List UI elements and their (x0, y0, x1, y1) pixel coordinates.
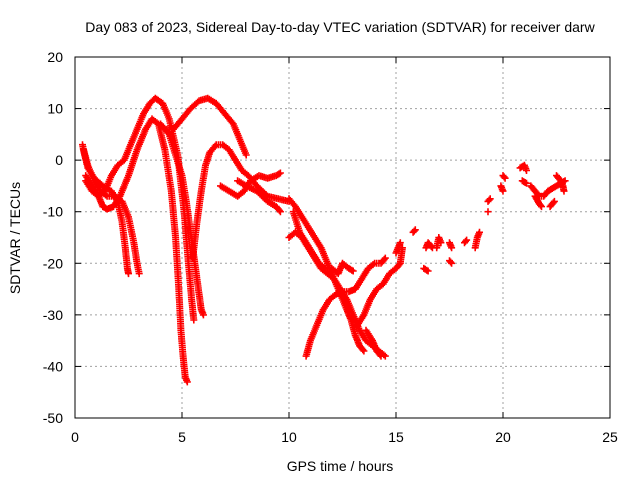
series-arc-3 (82, 115, 191, 386)
plus-markers (392, 239, 404, 257)
series-arc-33 (546, 197, 558, 211)
plus-markers (234, 177, 284, 216)
plus-markers (302, 254, 389, 360)
series-arc-28 (499, 172, 509, 182)
series-arc-13 (302, 254, 389, 360)
series-arc-9 (234, 177, 284, 216)
series-arc-32 (531, 192, 545, 211)
series-arc-20 (433, 234, 445, 252)
plus-markers (362, 326, 385, 360)
y-tick-label: -10 (43, 204, 63, 220)
plus-markers (433, 234, 445, 252)
series-arc-24 (471, 228, 483, 252)
plus-markers (189, 141, 293, 262)
series-arc-21 (446, 239, 456, 252)
series-arc-16 (392, 239, 404, 257)
plus-markers (422, 239, 436, 252)
plot-frame (74, 56, 611, 419)
data-points (79, 94, 569, 386)
y-tick-label: -50 (43, 410, 63, 426)
series-arc-15 (362, 326, 385, 360)
x-tick-label: 20 (495, 429, 511, 445)
plus-markers (409, 226, 419, 236)
plus-markers (553, 172, 568, 195)
plus-markers (446, 239, 456, 252)
series-arc-7 (189, 141, 293, 262)
plus-markers (461, 236, 471, 247)
plus-markers (497, 182, 507, 195)
series-arc-6 (161, 94, 250, 159)
plus-markers (546, 197, 558, 211)
plus-markers (420, 264, 432, 275)
series-arc-25 (484, 195, 494, 205)
y-tick-label: -40 (43, 358, 63, 374)
series-arc-27 (497, 182, 507, 195)
gridlines (75, 57, 610, 418)
series-arc-34 (553, 172, 568, 195)
y-tick-label: -20 (43, 255, 63, 271)
chart-title: Day 083 of 2023, Sidereal Day-to-day VTE… (85, 19, 595, 35)
x-tick-label: 0 (71, 429, 79, 445)
plus-markers (531, 192, 545, 211)
y-tick-label: -30 (43, 307, 63, 323)
series-arc-19 (420, 264, 432, 275)
axis-ticks: 0 5 10 15 20 25 -50 -40 -30 -20 -10 0 10 20 (43, 49, 618, 445)
plus-markers (446, 257, 456, 267)
plus-markers (484, 208, 492, 216)
x-tick-label: 5 (178, 429, 186, 445)
x-tick-label: 25 (602, 429, 618, 445)
plus-markers (516, 161, 530, 174)
x-axis-label: GPS time / hours (287, 458, 394, 474)
y-tick-label: 10 (47, 101, 63, 117)
plus-markers (354, 244, 406, 329)
series-arc-23 (461, 236, 471, 247)
series-arc-17 (409, 226, 419, 236)
series-arc-14 (354, 244, 406, 329)
x-tick-label: 10 (281, 429, 297, 445)
plus-markers (471, 228, 483, 252)
plus-markers (161, 94, 250, 159)
plus-markers (82, 115, 191, 386)
y-tick-label: 20 (47, 49, 63, 65)
y-tick-label: 0 (55, 152, 63, 168)
series-arc-29 (516, 161, 530, 174)
plus-markers (484, 195, 494, 205)
series-arc-22 (446, 257, 456, 267)
plus-markers (499, 172, 509, 182)
plus-markers (518, 177, 530, 187)
series-arc-18 (422, 239, 436, 252)
series-arc-30 (518, 177, 530, 187)
series-arc-26 (484, 208, 492, 216)
y-axis-label: SDTVAR / TECUs (7, 182, 23, 294)
x-tick-label: 15 (388, 429, 404, 445)
